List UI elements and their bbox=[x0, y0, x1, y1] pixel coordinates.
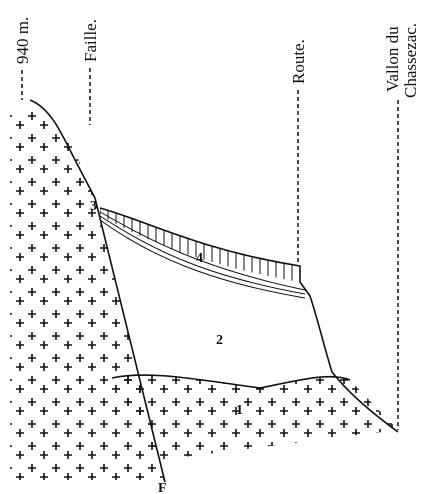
road-label: Route. bbox=[289, 39, 308, 84]
valley-label: Chassezac. bbox=[401, 23, 420, 98]
hatched-layer bbox=[100, 208, 300, 282]
layer-label: 3 bbox=[90, 199, 97, 214]
cross-section: 940 m. Faille. Route. Vallon du Chasseza… bbox=[0, 0, 422, 494]
valley-label: Vallon du bbox=[383, 26, 402, 92]
fault-label: Faille. bbox=[81, 19, 100, 62]
layer-label: 2 bbox=[216, 333, 223, 348]
layer-label: 1 bbox=[236, 403, 243, 418]
layer-label: 4 bbox=[196, 251, 203, 266]
fault-mark: F bbox=[158, 481, 167, 494]
elevation-label: 940 m. bbox=[13, 17, 32, 64]
